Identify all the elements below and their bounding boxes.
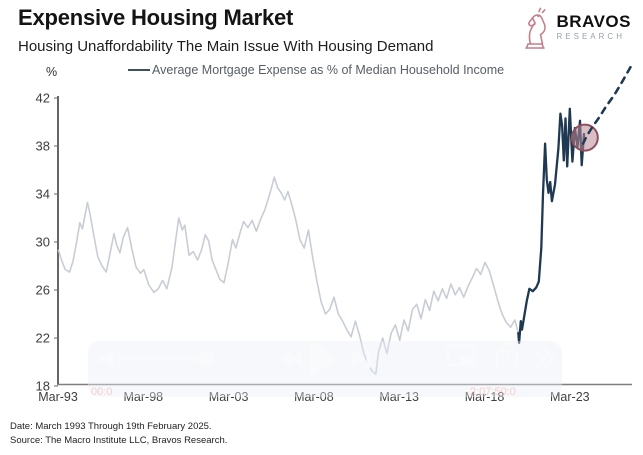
x-tick-label: Mar-18 xyxy=(465,390,505,404)
chart-legend: Average Mortgage Expense as % of Median … xyxy=(128,63,504,77)
chart-subtitle: Housing Unaffordability The Main Issue W… xyxy=(18,38,434,55)
y-tick-label: 30 xyxy=(36,235,50,250)
rewind-icon[interactable] xyxy=(281,350,292,368)
seek-slider-knob[interactable] xyxy=(198,350,215,368)
bravos-logo: BRAVOS RESEARCH xyxy=(518,4,631,50)
page-title: Expensive Housing Market xyxy=(18,5,294,30)
x-tick-label: Mar-03 xyxy=(209,390,249,404)
video-controls-overlay: 00:0 2:07:50:0 xyxy=(88,340,562,398)
series-projection-top xyxy=(581,60,635,145)
y-tick-label: 26 xyxy=(36,283,50,298)
fast-forward-icon[interactable] xyxy=(534,348,555,370)
knight-chess-icon xyxy=(524,7,546,49)
pip-icon[interactable] xyxy=(446,344,476,367)
series-historical xyxy=(57,176,520,375)
video-timestamp-right: 2:07:50:0 xyxy=(470,386,516,398)
y-tick-label: 34 xyxy=(36,187,50,202)
legend-line-swatch xyxy=(128,68,150,72)
seek-slider[interactable] xyxy=(123,357,205,361)
y-tick-label: 42 xyxy=(36,91,50,106)
play-icon[interactable] xyxy=(310,340,338,378)
y-tick-label: 18 xyxy=(36,379,50,394)
pip-inner-icon xyxy=(459,355,472,364)
x-tick-label: Mar-13 xyxy=(379,390,419,404)
y-tick-label: 22 xyxy=(36,331,50,346)
rewind-icon-2[interactable] xyxy=(291,350,302,368)
x-tick-label: Mar-98 xyxy=(124,390,164,404)
share-arrow-icon xyxy=(501,341,513,359)
x-tick-label: Mar-08 xyxy=(294,390,334,404)
series-recent xyxy=(517,107,586,344)
video-timestamp-left: 00:0 xyxy=(91,386,112,398)
logo-subtitle: RESEARCH xyxy=(556,32,625,41)
skip-forward-bar-icon[interactable] xyxy=(366,350,371,368)
skip-forward-icon[interactable] xyxy=(352,350,365,368)
volume-icon[interactable] xyxy=(100,349,114,369)
x-tick-label: Mar-93 xyxy=(38,390,78,404)
footer-source: Source: The Macro Institute LLC, Bravos … xyxy=(10,434,228,446)
logo-brand: BRAVOS xyxy=(556,12,631,31)
y-tick-label: 38 xyxy=(36,139,50,154)
volume-wave-icon xyxy=(116,352,121,366)
footer-date: Date: March 1993 Through 19th February 2… xyxy=(10,421,212,432)
chart-footer: Date: March 1993 Through 19th February 2… xyxy=(10,420,227,448)
y-axis-unit-label: % xyxy=(46,65,58,79)
legend-label: Average Mortgage Expense as % of Median … xyxy=(152,63,505,77)
x-tick-label: Mar-23 xyxy=(550,390,590,404)
